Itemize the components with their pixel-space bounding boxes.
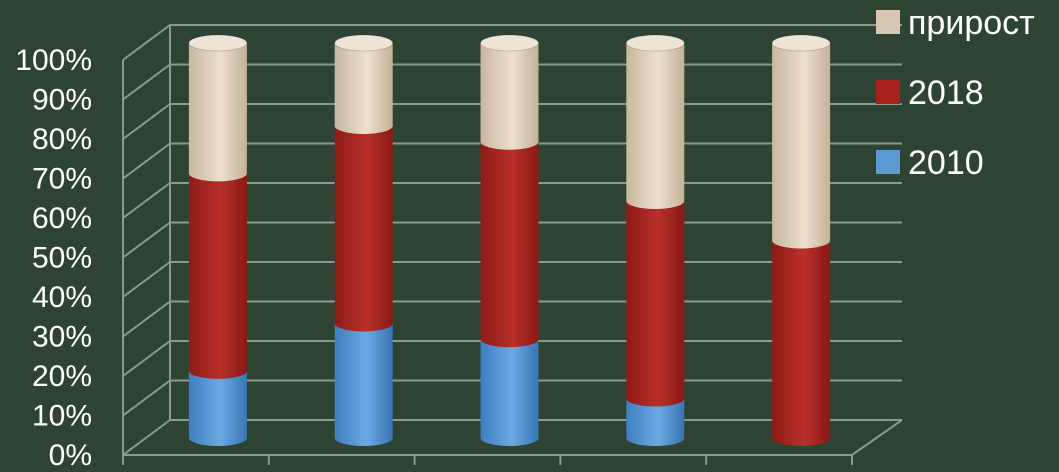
legend-swatch: [876, 80, 900, 104]
bar-top-cap: [334, 34, 394, 52]
bar-segment: [480, 141, 539, 348]
legend-label: прирост: [908, 4, 1035, 42]
bar-segment: [188, 370, 247, 446]
bar-segment: [772, 240, 831, 446]
bar-segment: [480, 43, 539, 150]
bar-group: [771, 34, 831, 446]
bar-top-cap: [188, 34, 248, 52]
legend-label: 2010: [908, 144, 984, 182]
y-tick-label: 80%: [32, 123, 92, 156]
y-axis-tick-labels: 0% 10% 20% 30% 40% 50% 60% 70% 80% 90% 100%: [15, 44, 92, 472]
y-tick-label: 30%: [32, 321, 92, 354]
y-tick-label: 100%: [15, 44, 92, 77]
legend-swatch: [876, 10, 900, 34]
y-tick-label: 0%: [49, 439, 92, 472]
bar-segment: [626, 398, 685, 446]
y-tick-label: 20%: [32, 360, 92, 393]
bar-segment: [626, 201, 685, 407]
bar-group: [625, 34, 685, 446]
y-tick-label: 40%: [32, 281, 92, 314]
y-tick-label: 90%: [32, 84, 92, 117]
bar-segment: [772, 43, 831, 249]
y-tick-label: 60%: [32, 202, 92, 235]
bar-segment: [188, 173, 247, 379]
bar-top-cap: [625, 34, 685, 52]
bar-group: [480, 34, 539, 446]
y-tick-label: 70%: [32, 163, 92, 196]
bar-group: [188, 34, 248, 446]
bar-segment: [334, 125, 393, 332]
y-tick-label: 10%: [32, 400, 92, 433]
bar-segment: [334, 323, 393, 446]
bars: [188, 34, 831, 446]
bar-segment: [188, 43, 247, 182]
bar-segment: [334, 43, 393, 134]
bar-top-cap: [771, 34, 831, 52]
legend-swatch: [876, 150, 900, 174]
bar-top-cap: [480, 34, 539, 52]
legend: прирост 2018 2010: [876, 4, 1035, 182]
y-tick-label: 50%: [32, 242, 92, 275]
legend-label: 2018: [908, 74, 984, 112]
axes: [122, 25, 903, 465]
bar-group: [334, 34, 394, 446]
bar-segment: [480, 339, 539, 446]
bar-segment: [626, 43, 685, 209]
